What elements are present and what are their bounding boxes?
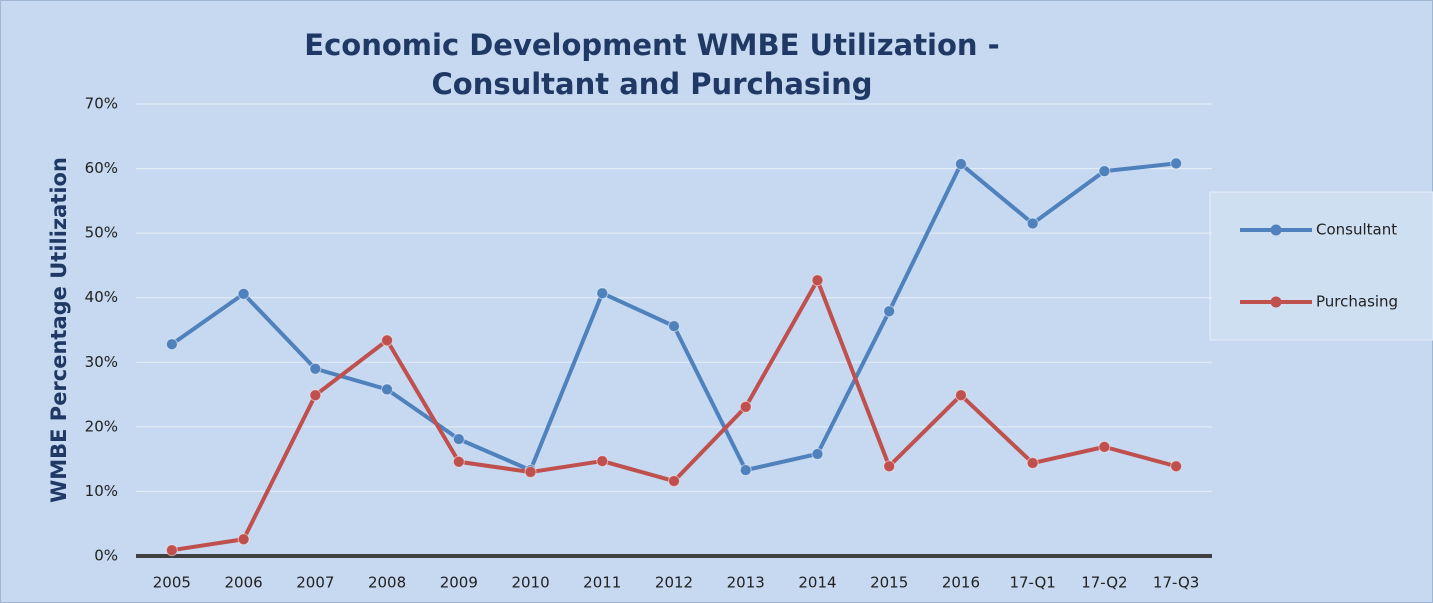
x-tick-label: 2014 xyxy=(798,574,836,592)
x-tick-label: 2006 xyxy=(225,574,263,592)
legend-box xyxy=(1209,191,1433,341)
y-tick-label: 10% xyxy=(85,482,118,500)
x-tick-label: 2016 xyxy=(942,574,980,592)
x-tick-label: 2007 xyxy=(296,574,334,592)
chart-title: Economic Development WMBE Utilization - xyxy=(304,28,999,62)
point xyxy=(596,287,609,300)
point xyxy=(1098,440,1111,453)
point xyxy=(1170,157,1183,170)
y-tick-label: 40% xyxy=(85,288,118,306)
point xyxy=(165,544,178,557)
point xyxy=(237,287,250,300)
x-tick-label: 2013 xyxy=(727,574,765,592)
point xyxy=(165,338,178,351)
point xyxy=(596,455,609,468)
x-tick-label: 17-Q2 xyxy=(1081,574,1127,592)
point xyxy=(739,464,752,477)
point xyxy=(1170,460,1183,473)
point xyxy=(381,383,394,396)
point xyxy=(381,334,394,347)
x-tick-label: 2008 xyxy=(368,574,406,592)
y-axis-label: WMBE Percentage Utilization xyxy=(47,157,71,503)
point xyxy=(1026,457,1039,470)
point xyxy=(883,460,896,473)
y-tick-label: 20% xyxy=(85,417,118,435)
point xyxy=(668,320,680,333)
point xyxy=(452,455,465,468)
legend-marker xyxy=(1270,224,1282,236)
point xyxy=(954,158,967,171)
x-tick-label: 2015 xyxy=(870,574,908,592)
point xyxy=(1098,165,1111,178)
x-tick-label: 17-Q3 xyxy=(1153,574,1199,592)
point xyxy=(237,533,250,546)
x-tick-label: 2005 xyxy=(153,574,191,592)
y-tick-label: 0% xyxy=(94,547,118,565)
point xyxy=(524,466,537,479)
legend-marker xyxy=(1270,296,1282,308)
x-tick-label: 2012 xyxy=(655,574,693,592)
point xyxy=(739,400,752,413)
chart-title: Consultant and Purchasing xyxy=(431,67,872,101)
x-tick-label: 2011 xyxy=(583,574,621,592)
y-tick-label: 70% xyxy=(85,95,118,113)
x-tick-label: 2010 xyxy=(511,574,549,592)
point xyxy=(668,475,680,488)
legend-label: Purchasing xyxy=(1316,293,1398,311)
point xyxy=(309,389,322,402)
y-tick-label: 60% xyxy=(85,159,118,177)
x-tick-label: 17-Q1 xyxy=(1009,574,1055,592)
point xyxy=(883,305,896,318)
y-tick-label: 50% xyxy=(85,224,118,242)
point xyxy=(309,362,322,375)
point xyxy=(1026,217,1039,230)
legend-label: Consultant xyxy=(1316,221,1397,239)
point xyxy=(811,447,824,460)
point xyxy=(452,433,465,446)
x-tick-label: 2009 xyxy=(440,574,478,592)
point xyxy=(811,274,824,287)
point xyxy=(954,389,967,402)
y-tick-label: 30% xyxy=(85,353,118,371)
